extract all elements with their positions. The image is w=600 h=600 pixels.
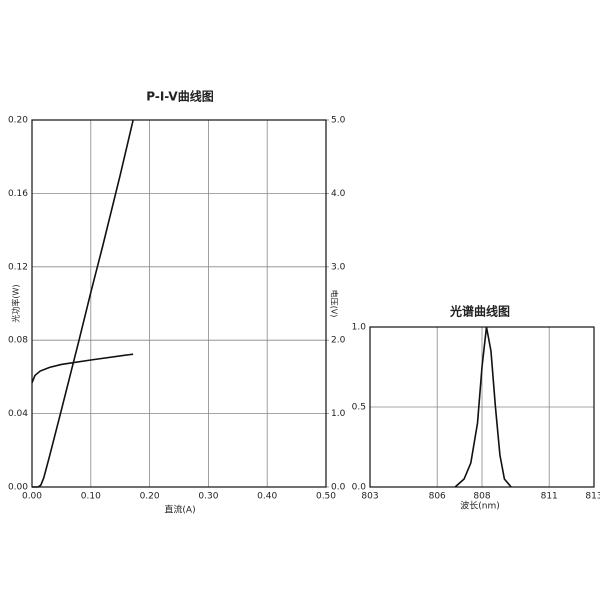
data-line [32, 119, 134, 488]
x-tick-label: 811 [541, 492, 558, 502]
plot-frame [369, 326, 595, 488]
x-tick-label: 803 [361, 492, 378, 502]
y2-tick-label: 2.0 [331, 336, 346, 346]
y-tick-label: 0.08 [8, 336, 28, 346]
x-tick-label: 0.10 [81, 492, 101, 502]
x-tick-label: 0.40 [257, 492, 277, 502]
x-tick-label: 0.20 [140, 492, 160, 502]
y2-tick-label: 5.0 [331, 116, 346, 126]
y2-tick-label: 3.0 [331, 262, 346, 272]
data-line [31, 353, 134, 384]
y2-tick-label: 0.0 [331, 483, 346, 493]
x-axis-label: 波长(nm) [460, 500, 500, 512]
y-tick-label: 0.5 [352, 403, 366, 413]
y2-tick-label: 4.0 [331, 189, 346, 199]
y2-axis-label: 电压(V) [330, 290, 340, 318]
y-tick-label: 0.0 [352, 483, 367, 493]
data-line [454, 326, 512, 488]
x-tick-label: 0.30 [198, 492, 218, 502]
chart-title: P-I-V曲线图 [146, 89, 213, 104]
chart-title: 光谱曲线图 [449, 304, 510, 319]
y-tick-label: 0.04 [8, 409, 28, 419]
y-tick-label: 0.20 [8, 116, 28, 126]
x-tick-label: 813 [585, 492, 600, 502]
x-tick-label: 0.50 [316, 492, 336, 502]
y2-tick-label: 1.0 [331, 409, 346, 419]
y-tick-label: 0.00 [8, 483, 28, 493]
y-tick-label: 1.0 [352, 323, 367, 333]
x-tick-label: 808 [473, 492, 490, 502]
x-tick-label: 806 [429, 492, 446, 502]
x-axis-label: 直流(A) [164, 504, 195, 516]
y-tick-label: 0.16 [8, 189, 28, 199]
plot-frame [31, 119, 327, 488]
y-axis-label: 光功率(W) [11, 284, 21, 322]
y-tick-label: 0.12 [8, 262, 28, 272]
x-tick-label: 0.00 [22, 492, 42, 502]
